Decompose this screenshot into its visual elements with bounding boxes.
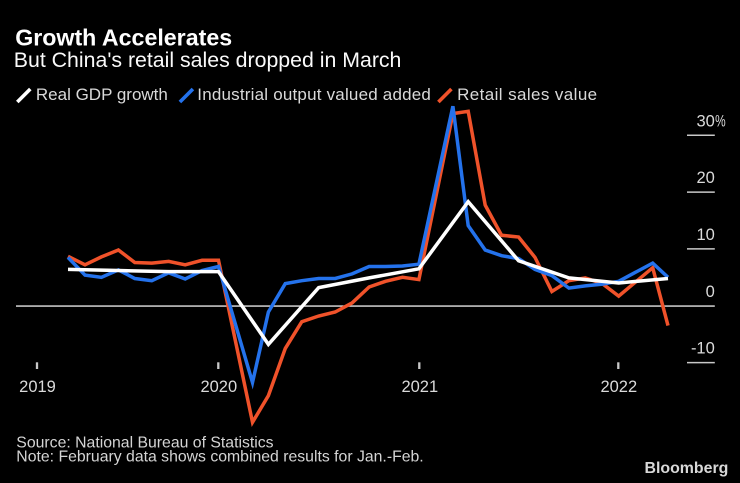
svg-text:Industrial output valued added: Industrial output valued added bbox=[197, 85, 431, 104]
svg-text:Source: National Bureau of Sta: Source: National Bureau of Statistics bbox=[16, 434, 273, 451]
svg-text:20: 20 bbox=[696, 169, 714, 187]
svg-text:Bloomberg: Bloomberg bbox=[645, 460, 729, 477]
svg-text:Real GDP growth: Real GDP growth bbox=[36, 85, 168, 104]
svg-text:%: % bbox=[715, 113, 726, 131]
svg-text:But China's retail sales dropp: But China's retail sales dropped in Marc… bbox=[14, 48, 402, 72]
svg-text:2021: 2021 bbox=[401, 378, 438, 396]
svg-text:2020: 2020 bbox=[200, 378, 237, 396]
svg-text:Growth Accelerates: Growth Accelerates bbox=[15, 24, 232, 50]
svg-text:10: 10 bbox=[696, 226, 714, 244]
svg-text:Note: February data shows comb: Note: February data shows combined resul… bbox=[16, 448, 423, 465]
svg-text:-10: -10 bbox=[691, 340, 715, 358]
svg-text:0: 0 bbox=[706, 283, 715, 301]
svg-text:30: 30 bbox=[696, 112, 714, 130]
svg-text:Retail sales value: Retail sales value bbox=[457, 85, 597, 104]
svg-text:2022: 2022 bbox=[600, 378, 637, 396]
svg-text:2019: 2019 bbox=[19, 378, 56, 396]
